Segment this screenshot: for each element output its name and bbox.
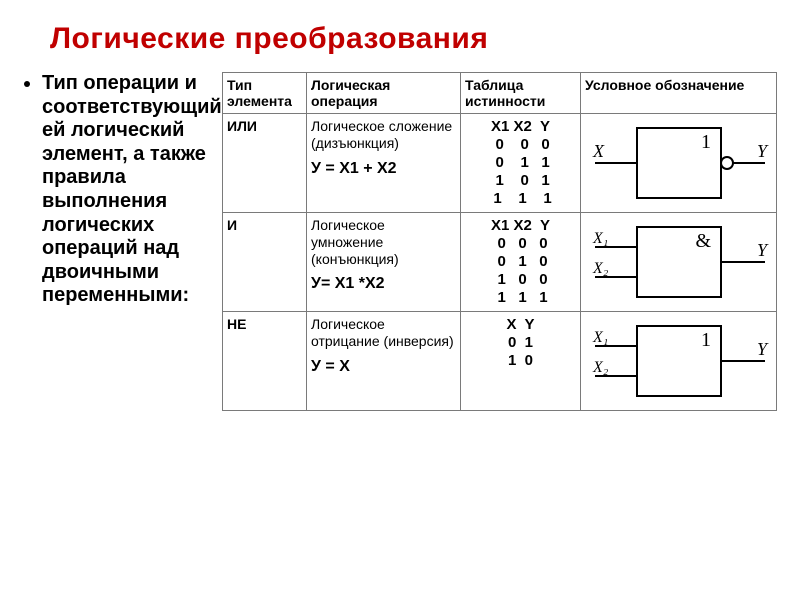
- logic-table: Тип элемента Логическая операция Таблица…: [222, 72, 777, 411]
- cell-gate: 1 X Y: [581, 114, 777, 213]
- svg-text:X: X: [592, 141, 605, 161]
- truth-table: X Y 0 1 1 0: [465, 316, 576, 370]
- hdr-type: Тип элемента: [223, 73, 307, 114]
- cell-gate: 1 X₁ X₂ Y: [581, 312, 777, 411]
- svg-text:Y: Y: [757, 141, 769, 161]
- cell-truth: X1 X2 Y 0 0 0 0 1 0 1 0 0 1 1 1: [461, 213, 581, 312]
- truth-table: X1 X2 Y 0 0 0 0 1 0 1 0 0 1 1 1: [465, 217, 576, 307]
- hdr-gate: Условное обозначение: [581, 73, 777, 114]
- op-desc: Логическое отрицание (инверсия): [311, 316, 456, 350]
- cell-operation: Логическое сложение (дизъюнкция) У = Х1 …: [307, 114, 461, 213]
- slide-description: Тип операции и соответствующий ей логиче…: [42, 72, 216, 308]
- op-desc: Логическое сложение (дизъюнкция): [311, 118, 456, 152]
- svg-text:X₂: X₂: [592, 359, 609, 376]
- table-row: НЕЛогическое отрицание (инверсия) У = ХX…: [223, 312, 777, 411]
- svg-text:X₂: X₂: [592, 260, 609, 277]
- svg-text:X₁: X₁: [592, 230, 608, 247]
- op-formula: У = Х: [311, 358, 456, 376]
- svg-text:1: 1: [701, 131, 711, 153]
- svg-text:&: &: [695, 230, 711, 252]
- hdr-op: Логическая операция: [307, 73, 461, 114]
- table-row: ИЛогическое умножение (конъюнкция) У= Х1…: [223, 213, 777, 312]
- svg-text:Y: Y: [757, 240, 769, 260]
- table-row: ИЛИЛогическое сложение (дизъюнкция) У = …: [223, 114, 777, 213]
- slide-title: Логические преобразования: [50, 22, 776, 56]
- op-desc: Логическое умножение (конъюнкция): [311, 217, 456, 267]
- table-body: ИЛИЛогическое сложение (дизъюнкция) У = …: [223, 114, 777, 411]
- cell-operation: Логическое умножение (конъюнкция) У= Х1 …: [307, 213, 461, 312]
- truth-table: X1 X2 Y 0 0 0 0 1 1 1 0 1 1 1 1: [465, 118, 576, 208]
- op-formula: У= Х1 *Х2: [311, 275, 456, 293]
- cell-gate: & X₁ X₂ Y: [581, 213, 777, 312]
- cell-truth: X Y 0 1 1 0: [461, 312, 581, 411]
- svg-text:X₁: X₁: [592, 329, 608, 346]
- svg-text:1: 1: [701, 329, 711, 351]
- cell-operation: Логическое отрицание (инверсия) У = Х: [307, 312, 461, 411]
- cell-truth: X1 X2 Y 0 0 0 0 1 1 1 0 1 1 1 1: [461, 114, 581, 213]
- svg-text:Y: Y: [757, 339, 769, 359]
- op-formula: У = Х1 + Х2: [311, 160, 456, 178]
- cell-type: ИЛИ: [223, 114, 307, 213]
- cell-type: И: [223, 213, 307, 312]
- hdr-truth: Таблица истинности: [461, 73, 581, 114]
- cell-type: НЕ: [223, 312, 307, 411]
